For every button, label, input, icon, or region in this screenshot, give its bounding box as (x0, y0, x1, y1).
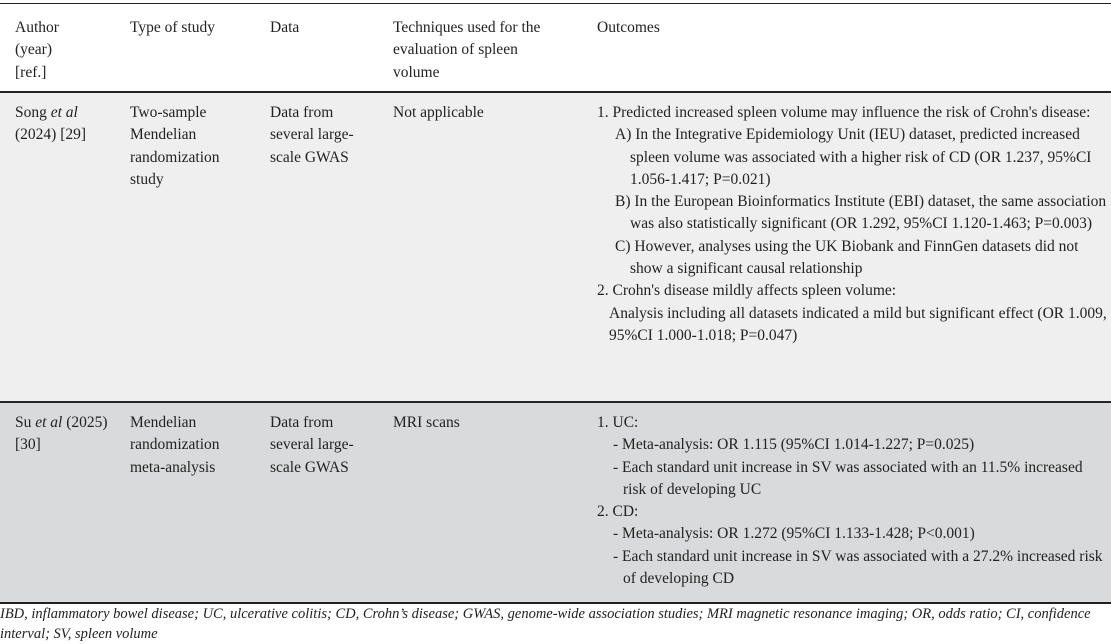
author-name: Su (15, 414, 32, 431)
table-row: Su et al (2025) [30] Mendelian randomiza… (0, 403, 1111, 602)
technique-cell: MRI scans (393, 414, 460, 431)
table-top-rule (0, 0, 1111, 4)
row-rule (0, 401, 1111, 403)
et-al: et al (50, 104, 78, 121)
outcome-line: - Meta-analysis: OR 1.272 (95%CI 1.133-1… (613, 525, 975, 543)
year-ref: (2025) [30] (15, 414, 108, 454)
table-footnote: IBD, inflammatory bowel disease; UC, ulc… (0, 606, 1091, 642)
outcome-line: - Each standard unit increase in SV was … (613, 547, 1103, 588)
header-data: Data (270, 19, 300, 36)
author-name: Song (15, 104, 47, 121)
data-cell: Data from several large-scale GWAS (270, 414, 354, 476)
outcome-line: B) In the European Bioinformatics Instit… (615, 193, 1107, 233)
type-cell: Mendelian randomization meta-analysis (130, 414, 220, 476)
technique-cell: Not applicable (393, 104, 484, 121)
outcomes-cell: 1. UC: - Meta-analysis: OR 1.115 (95%CI 1… (597, 412, 1107, 590)
outcome-line: 2. CD: (597, 503, 639, 521)
et-al: et al (35, 414, 63, 431)
author-cell: Su et al (2025) [30] (15, 412, 115, 457)
outcomes-cell: 1. Predicted increased spleen volume may… (597, 102, 1107, 347)
author-cell: Song et al (2024) [29] (15, 102, 115, 147)
header-outcomes: Outcomes (597, 19, 660, 36)
table-bottom-rule (0, 602, 1111, 604)
outcome-line: A) In the Integrative Epidemiology Unit … (615, 126, 1092, 188)
table-row: Song et al (2024) [29] Two-sample Mendel… (0, 93, 1111, 401)
type-cell: Two-sample Mendelian randomization study (130, 104, 220, 188)
data-cell: Data from several large-scale GWAS (270, 104, 354, 166)
header-rule (0, 91, 1111, 93)
header-type: Type of study (130, 19, 216, 36)
outcome-line: - Each standard unit increase in SV was … (613, 458, 1083, 498)
header-author: Author (year) [ref.] (15, 19, 59, 81)
outcome-line: 1. Predicted increased spleen volume may… (597, 104, 1091, 121)
table-header-row: Author (year) [ref.] Type of study Data … (0, 5, 1111, 91)
outcome-line: Analysis including all datasets indicate… (609, 304, 1107, 344)
year-ref: (2024) [29] (15, 126, 87, 144)
outcome-line: 1. UC: (597, 414, 639, 431)
outcome-line: - Meta-analysis: OR 1.115 (95%CI 1.014-1… (613, 436, 975, 454)
outcome-line: C) However, analyses using the UK Bioban… (615, 237, 1079, 278)
outcome-line: 2. Crohn's disease mildly affects spleen… (597, 282, 897, 300)
header-technique: Techniques used for the evaluation of sp… (393, 19, 541, 81)
